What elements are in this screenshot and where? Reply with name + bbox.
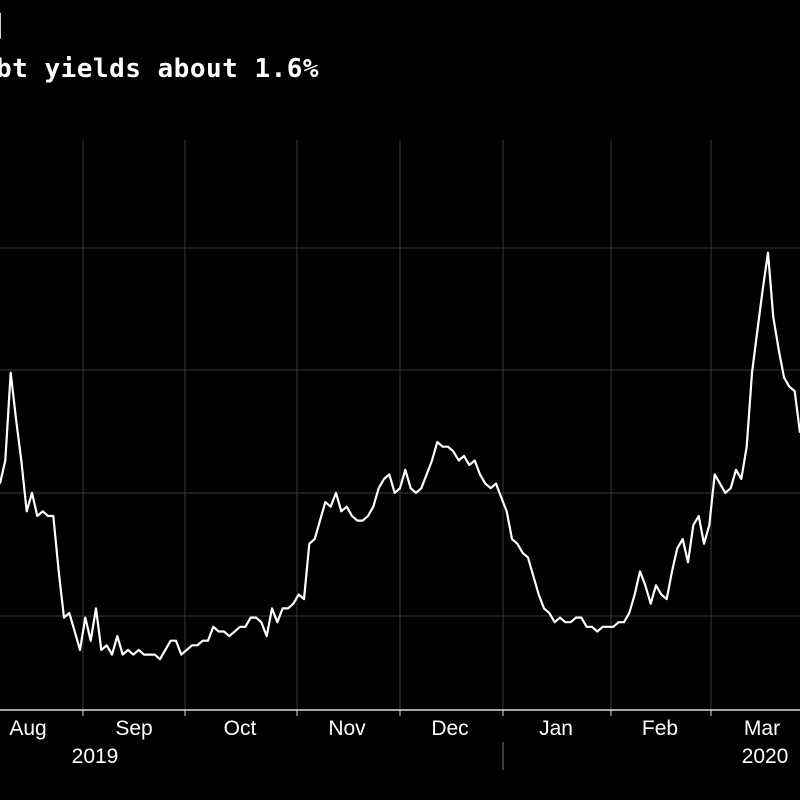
chart-subtitle: bt yields about 1.6% [0, 54, 320, 84]
x-tick-label-sep: Sep [115, 717, 152, 740]
x-tick-label-jan: Jan [539, 717, 573, 740]
x-tick-label-feb: Feb [642, 717, 678, 740]
x-tick-label-mar: Mar [744, 717, 780, 740]
x-tick-label-dec: Dec [431, 717, 468, 740]
x-tick-label-aug: Aug [9, 717, 46, 740]
x-tick-label-oct: Oct [224, 717, 257, 740]
chart-title: l [0, 8, 4, 48]
year-label-2020: 2020 [742, 745, 789, 768]
year-label-2019: 2019 [72, 745, 119, 768]
grid-lines [0, 140, 800, 710]
series-line [0, 251, 800, 661]
x-axis-ticks [82, 710, 712, 716]
x-tick-label-nov: Nov [328, 717, 366, 740]
